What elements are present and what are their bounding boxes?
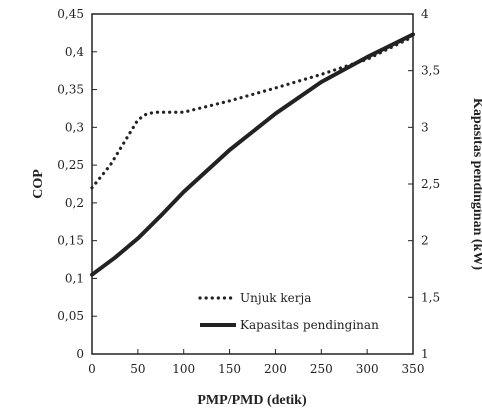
series-line-kapasitas-pendinginan — [90, 32, 415, 277]
y-left-tick-label: 0,4 — [65, 45, 84, 59]
y-right-tick-label: 2,5 — [421, 177, 440, 191]
x-tick-label: 100 — [172, 362, 195, 376]
x-tick-label: 0 — [88, 362, 96, 376]
y-right-tick-label: 3,5 — [421, 64, 440, 78]
x-axis-title: PMP/PMD (detik) — [197, 393, 307, 408]
y-left-tick-label: 0,3 — [65, 120, 84, 134]
legend-label-unjuk-kerja: Unjuk kerja — [240, 291, 311, 305]
y-left-tick-label: 0,1 — [65, 271, 84, 285]
y-left-tick-label: 0,45 — [57, 7, 84, 21]
y-left-tick-label: 0,05 — [57, 309, 84, 323]
y-right-tick-label: 3 — [421, 120, 429, 134]
legend: Unjuk kerja Kapasitas pendinginan — [198, 291, 379, 332]
y-axis-right-title: Kapasitas pendinginan (kW) — [470, 98, 482, 270]
y-right-tick-label: 4 — [421, 7, 429, 21]
y-left-tick-label: 0,25 — [57, 158, 84, 172]
ticks-layer: 0 50 100 150 200 250 300 350 0 0,05 0,1 0,15 0,2 0,25… — [57, 7, 440, 376]
y-left-tick-label: 0,2 — [65, 196, 84, 210]
x-tick-label: 50 — [130, 362, 145, 376]
x-tick-label: 150 — [218, 362, 241, 376]
x-tick-label: 200 — [264, 362, 287, 376]
y-right-tick-label: 2 — [421, 234, 429, 248]
y-axis-left-title: COP — [31, 169, 46, 199]
x-tick-label: 250 — [310, 362, 333, 376]
series-line-unjuk-kerja — [90, 35, 415, 190]
legend-label-kapasitas-pendinginan: Kapasitas pendinginan — [240, 318, 379, 332]
x-tick-label: 350 — [402, 362, 425, 376]
y-left-tick-label: 0,35 — [57, 83, 84, 97]
series-layer — [90, 32, 415, 277]
y-right-tick-label: 1 — [421, 347, 429, 361]
y-left-tick-label: 0,15 — [57, 234, 84, 248]
y-right-tick-label: 1,5 — [421, 290, 440, 304]
y-left-tick-label: 0 — [76, 347, 84, 361]
x-tick-label: 300 — [356, 362, 379, 376]
